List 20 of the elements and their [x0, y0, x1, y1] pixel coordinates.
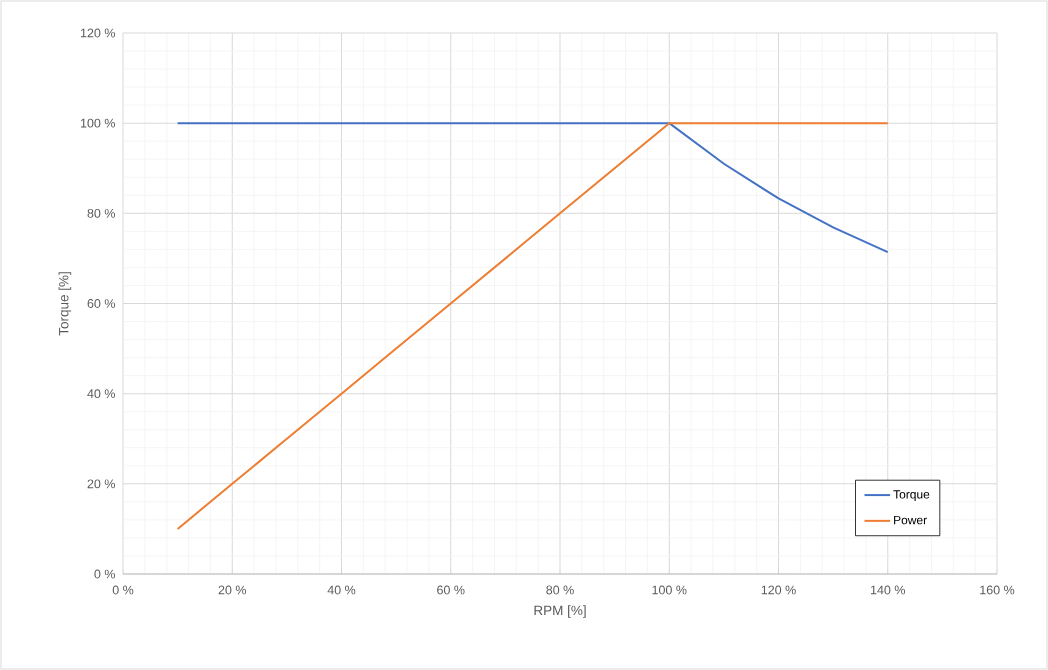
x-tick-label: 20 % — [218, 585, 247, 595]
x-axis-title: RPM [%] — [534, 605, 586, 618]
y-tick-label: 100 % — [80, 118, 116, 128]
y-tick-label: 120 % — [80, 28, 116, 38]
x-tick-label: 80 % — [546, 585, 574, 595]
y-tick-label: 80 % — [87, 208, 116, 218]
y-tick-label: 0 % — [94, 569, 116, 579]
x-tick-label: 140 % — [871, 585, 906, 595]
y-tick-label: 20 % — [87, 479, 116, 489]
x-tick-label: 160 % — [980, 585, 1015, 595]
x-tick-label: 60 % — [437, 585, 465, 595]
x-tick-label: 100 % — [652, 585, 687, 595]
y-tick-label: 60 % — [87, 299, 116, 308]
legend-label: Power — [894, 515, 927, 525]
x-tick-label: 120 % — [761, 585, 796, 595]
x-tick-label: 40 % — [327, 585, 356, 595]
y-axis-title: Torque [%] — [58, 272, 72, 336]
legend-label: Torque — [893, 490, 930, 501]
x-tick-label: 0 % — [112, 585, 134, 595]
y-tick-label: 40 % — [87, 389, 116, 399]
